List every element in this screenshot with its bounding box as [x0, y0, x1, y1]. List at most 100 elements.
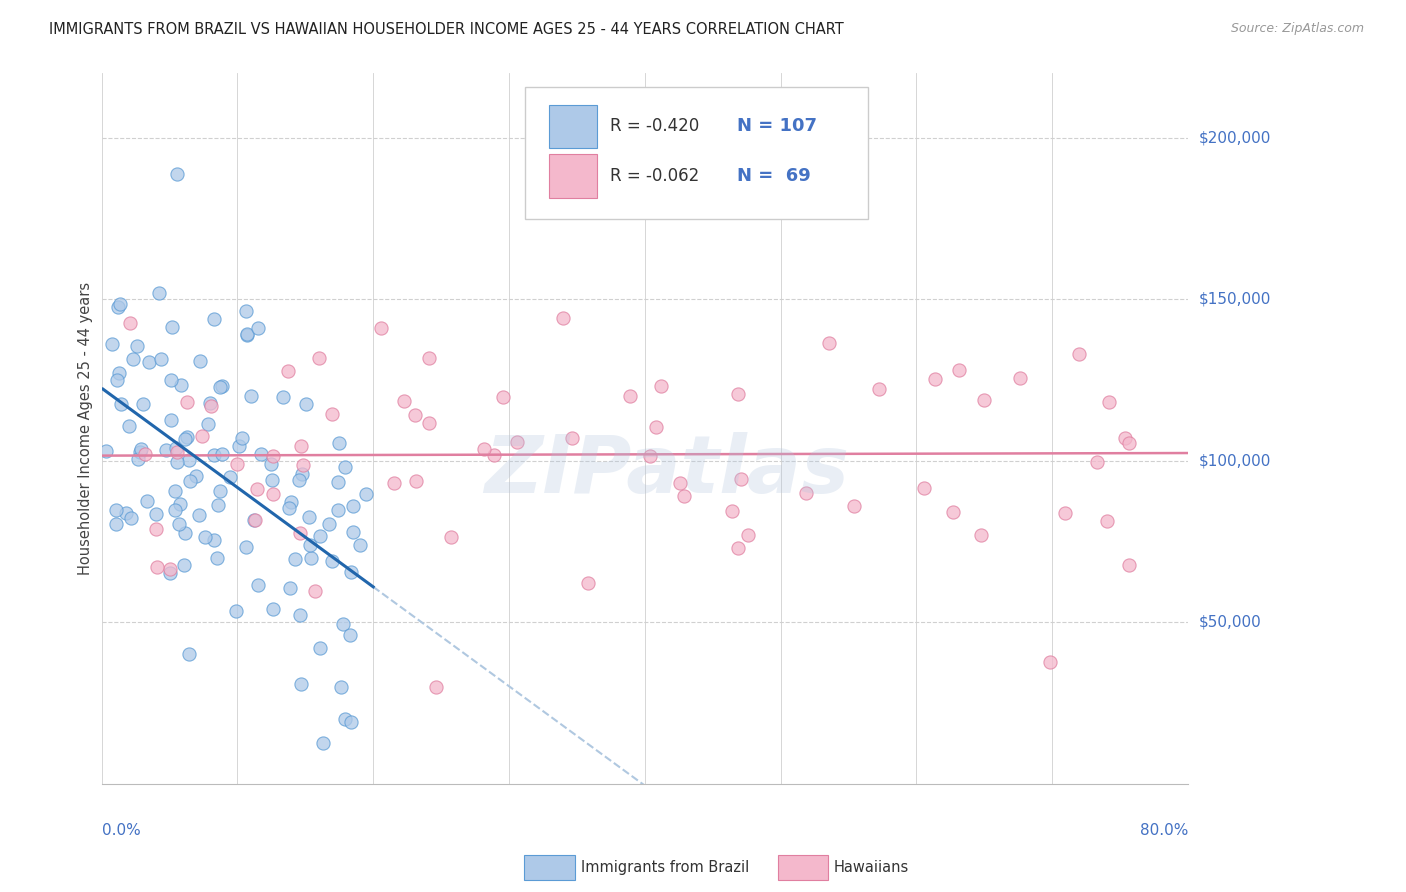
Point	[250, 447, 273, 461]
Point	[145, 522, 167, 536]
Point	[194, 530, 217, 544]
Point	[271, 390, 294, 404]
Point	[342, 525, 364, 540]
Point	[163, 503, 186, 517]
Point	[650, 379, 672, 393]
Point	[174, 526, 197, 541]
Point	[176, 430, 198, 444]
Point	[127, 452, 149, 467]
Text: N = 107: N = 107	[737, 118, 817, 136]
Point	[817, 336, 839, 351]
Point	[491, 390, 513, 404]
Point	[1067, 347, 1090, 361]
Point	[370, 321, 392, 335]
Point	[672, 488, 695, 502]
Point	[138, 355, 160, 369]
Point	[134, 447, 156, 461]
Y-axis label: Householder Income Ages 25 - 44 years: Householder Income Ages 25 - 44 years	[79, 282, 93, 575]
Point	[330, 680, 353, 694]
Point	[942, 505, 965, 519]
Point	[209, 379, 232, 393]
Point	[173, 558, 195, 573]
Point	[333, 712, 356, 726]
Point	[339, 565, 361, 579]
Point	[1114, 431, 1136, 445]
Point	[309, 529, 332, 543]
Point	[912, 481, 935, 495]
Point	[245, 513, 267, 527]
Point	[321, 407, 343, 421]
Point	[924, 372, 946, 386]
Point	[440, 530, 463, 544]
Point	[1098, 395, 1121, 409]
Point	[239, 389, 262, 403]
Point	[308, 641, 330, 656]
Point	[576, 576, 599, 591]
Point	[472, 442, 495, 456]
Point	[332, 617, 354, 632]
Point	[197, 417, 219, 431]
FancyBboxPatch shape	[550, 154, 598, 198]
Point	[166, 444, 188, 458]
Point	[177, 453, 200, 467]
Point	[188, 354, 211, 368]
Point	[190, 428, 212, 442]
Text: R = -0.420: R = -0.420	[610, 118, 699, 136]
Point	[727, 541, 749, 555]
Point	[107, 366, 129, 380]
Point	[868, 382, 890, 396]
Point	[737, 527, 759, 541]
Point	[205, 550, 228, 565]
Point	[198, 396, 221, 410]
Point	[169, 497, 191, 511]
Point	[405, 475, 427, 489]
Point	[236, 327, 259, 342]
Point	[1039, 656, 1062, 670]
Point	[231, 431, 253, 445]
Point	[202, 533, 225, 547]
Point	[105, 373, 128, 387]
Point	[118, 419, 141, 434]
Point	[354, 487, 377, 501]
Text: IMMIGRANTS FROM BRAZIL VS HAWAIIAN HOUSEHOLDER INCOME AGES 25 - 44 YEARS CORRELA: IMMIGRANTS FROM BRAZIL VS HAWAIIAN HOUSE…	[49, 22, 844, 37]
Point	[262, 473, 284, 487]
Point	[288, 608, 311, 623]
Point	[94, 443, 117, 458]
Point	[177, 647, 200, 661]
Point	[159, 566, 181, 581]
Point	[208, 483, 231, 498]
Point	[727, 387, 749, 401]
Point	[638, 449, 661, 463]
Point	[644, 420, 666, 434]
FancyBboxPatch shape	[526, 87, 868, 219]
Point	[741, 151, 763, 165]
Point	[170, 378, 193, 392]
Point	[308, 351, 330, 366]
Point	[1054, 507, 1077, 521]
Text: $100,000: $100,000	[1199, 453, 1271, 468]
Point	[128, 445, 150, 459]
Point	[235, 540, 257, 554]
Point	[721, 503, 744, 517]
Point	[163, 483, 186, 498]
Point	[174, 432, 197, 446]
Point	[288, 473, 311, 487]
Point	[1118, 435, 1140, 450]
Text: R = -0.062: R = -0.062	[610, 167, 699, 186]
Point	[108, 297, 131, 311]
Point	[278, 582, 301, 596]
Point	[228, 439, 250, 453]
Point	[187, 508, 209, 522]
Point	[382, 476, 405, 491]
Point	[404, 408, 426, 422]
Point	[973, 393, 995, 408]
Point	[184, 468, 207, 483]
Point	[166, 455, 188, 469]
Point	[247, 320, 270, 334]
Point	[121, 351, 143, 366]
Point	[326, 503, 349, 517]
Point	[207, 498, 229, 512]
Point	[948, 362, 970, 376]
Point	[225, 604, 247, 618]
Point	[392, 394, 415, 409]
